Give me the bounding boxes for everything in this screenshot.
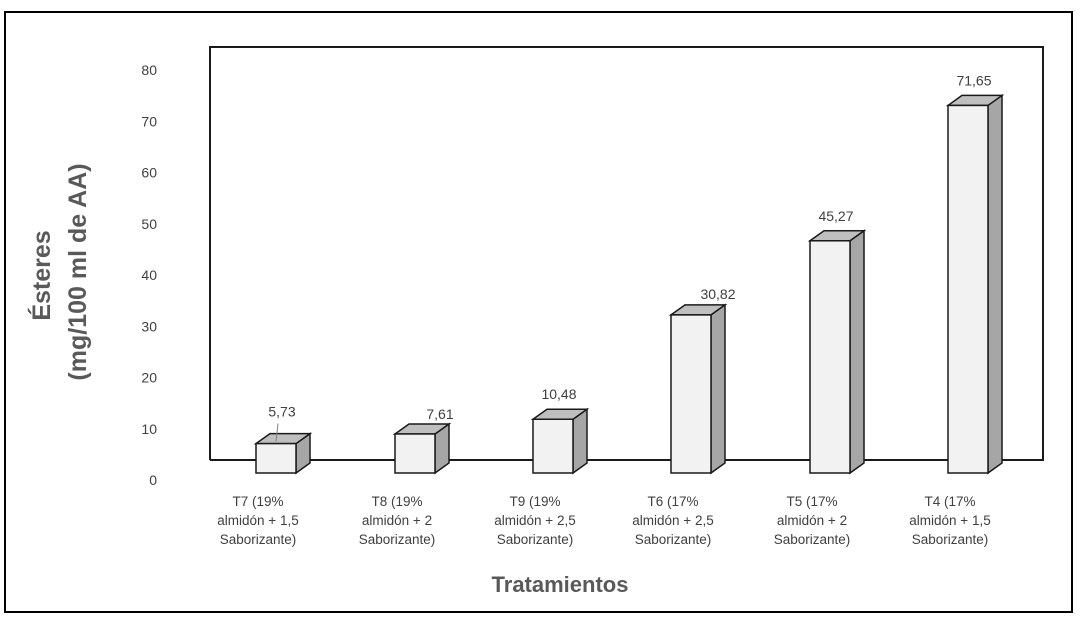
y-tick-label: 0	[149, 472, 157, 488]
y-axis-title-line2: (mg/100 ml de AA)	[64, 163, 92, 380]
y-tick-label: 10	[141, 421, 157, 437]
x-tick-label-line: almidón + 2	[777, 513, 847, 528]
y-axis-title-line1: Ésteres	[27, 230, 56, 320]
x-tick-label-line: almidón + 1,5	[217, 513, 298, 528]
bar-1: 7,61	[392, 406, 454, 475]
x-tick-label-line: T8 (19%	[371, 494, 422, 509]
x-tick-label: T9 (19% almidón + 2,5 Saborizante)	[494, 494, 575, 547]
x-tick-label-line: T7 (19%	[232, 494, 283, 509]
y-tick-label: 30	[141, 318, 157, 334]
y-tick-label: 40	[141, 267, 157, 283]
x-axis-title: Tratamientos	[492, 572, 629, 597]
bar-front	[394, 433, 436, 474]
bar-front	[670, 314, 712, 474]
plot-area-frame	[209, 46, 1044, 461]
x-tick-label-line: Saborizante)	[774, 532, 851, 547]
x-tick-label: T6 (17% almidón + 2,5 Saborizante)	[632, 494, 713, 547]
bar-front	[255, 442, 297, 474]
data-label-leader	[275, 423, 279, 442]
data-label: 5,73	[268, 404, 295, 420]
x-tick-label-line: Saborizante)	[359, 532, 436, 547]
y-tick-label: 50	[141, 216, 157, 232]
x-tick-label-line: almidón + 2,5	[632, 513, 713, 528]
x-tick-label-line: Saborizante)	[497, 532, 574, 547]
x-tick-label-line: T6 (17%	[647, 494, 698, 509]
x-tick-label: T8 (19% almidón + 2 Saborizante)	[359, 494, 436, 547]
x-tick-label: T7 (19% almidón + 1,5 Saborizante)	[217, 494, 298, 547]
chart-border	[4, 11, 1073, 613]
bar-side	[849, 229, 865, 475]
bar-side	[572, 407, 588, 475]
x-tick-label-line: almidón + 1,5	[909, 513, 990, 528]
x-tick-label-line: T5 (17%	[786, 494, 837, 509]
bar-side	[710, 303, 726, 475]
bar-front	[532, 418, 574, 474]
y-axis-title: Ésteres (mg/100 ml de AA)	[27, 163, 92, 380]
data-label: 45,27	[818, 208, 853, 224]
data-label: 10,48	[541, 386, 576, 402]
data-label: 7,61	[426, 406, 453, 422]
x-tick-label: T4 (17% almidón + 1,5 Saborizante)	[909, 494, 990, 547]
data-label: 71,65	[956, 72, 991, 88]
x-tick-label-line: almidón + 2	[362, 513, 432, 528]
y-tick-label: 80	[141, 62, 157, 78]
y-tick-label: 60	[141, 165, 157, 181]
bar-0: 5,73	[253, 404, 313, 475]
x-tick-label-line: Saborizante)	[220, 532, 297, 547]
bar-3: 30,82	[668, 286, 736, 475]
x-tick-label-line: T9 (19%	[509, 494, 560, 509]
x-tick-label-line: Saborizante)	[635, 532, 712, 547]
bar-front	[947, 104, 989, 474]
x-tick-label-line: almidón + 2,5	[494, 513, 575, 528]
x-tick-label-line: T4 (17%	[924, 494, 975, 509]
bar-4: 45,27	[807, 208, 867, 475]
bar-front	[809, 240, 851, 474]
y-tick-label: 70	[141, 113, 157, 129]
bar-5: 71,65	[945, 72, 1005, 475]
y-tick-label: 20	[141, 370, 157, 386]
bar-2: 10,48	[530, 386, 590, 475]
bar-side	[987, 93, 1003, 475]
x-tick-label-line: Saborizante)	[912, 532, 989, 547]
x-tick-label: T5 (17% almidón + 2 Saborizante)	[774, 494, 851, 547]
data-label: 30,82	[700, 286, 735, 302]
